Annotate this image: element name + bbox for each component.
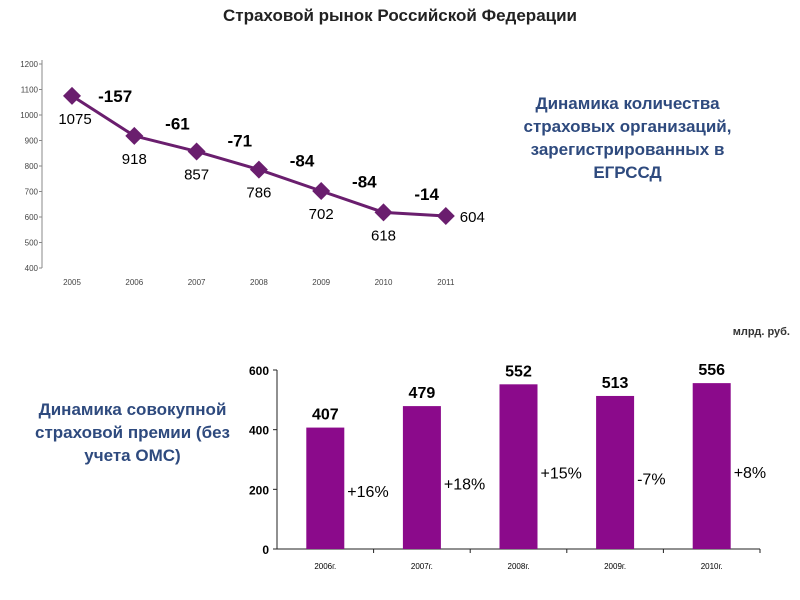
line-x-tick-label: 2007 [188, 278, 206, 287]
bar-y-tick-label: 200 [249, 483, 269, 497]
line-value-label: 1075 [58, 111, 91, 128]
bar-chart: 0 200 400 600 407 2006г. +16% 479 2007г. +18% 552 2… [249, 362, 766, 571]
bar-chart-unit: млрд. руб. [732, 326, 790, 338]
bar [692, 383, 731, 549]
bar-x-tick-label: 2006г. [314, 562, 336, 571]
bar [596, 395, 635, 549]
bar-chart-description: Динамика совокупной страховой премии (бе… [35, 400, 230, 465]
bar-x-tick-label: 2010г. [701, 562, 723, 571]
line-y-tick-label: 900 [25, 137, 39, 146]
line-y-tick-label: 1200 [20, 60, 38, 69]
bar-x-tick-label: 2009г. [604, 562, 626, 571]
line-x-tick-label: 2005 [63, 278, 81, 287]
bar-change-label: +16% [347, 484, 388, 501]
line-chart-description: Динамика количества страховых организаци… [523, 94, 732, 182]
bar-y-tick-label: 400 [249, 424, 269, 438]
bar-change-label: +18% [444, 477, 485, 494]
line-y-tick-label: 1000 [20, 111, 38, 120]
bar-change-label: +8% [734, 465, 766, 482]
line-change-label: -84 [290, 151, 315, 170]
line-point [374, 203, 393, 222]
bar-value-label: 479 [409, 385, 436, 402]
bar [306, 427, 345, 549]
line-change-label: -61 [165, 115, 190, 134]
bar-x-tick-label: 2007г. [411, 562, 433, 571]
line-x-tick-label: 2011 [437, 278, 455, 287]
line-value-label: 618 [371, 227, 396, 244]
line-value-label: 857 [184, 166, 209, 183]
bar-y-tick-label: 0 [262, 543, 269, 557]
bar-change-label: -7% [637, 471, 665, 488]
line-point [436, 206, 455, 225]
line-y-tick-label: 500 [25, 239, 39, 248]
line-point [125, 126, 144, 145]
line-change-label: -84 [352, 173, 377, 192]
line-point [63, 86, 81, 105]
line-y-tick-label: 600 [25, 213, 39, 222]
line-x-tick-label: 2008 [250, 278, 268, 287]
line-y-tick-label: 700 [25, 188, 39, 197]
line-x-tick-label: 2009 [312, 278, 330, 287]
line-y-tick-label: 400 [25, 264, 39, 273]
bar-x-tick-label: 2008г. [508, 562, 530, 571]
line-value-label: 702 [309, 206, 334, 223]
bar-value-label: 407 [312, 407, 339, 424]
line-change-label: -71 [227, 132, 252, 151]
line-point [312, 181, 331, 200]
bar [402, 406, 441, 549]
line-y-tick-label: 800 [25, 162, 39, 171]
bar-value-label: 513 [602, 375, 629, 392]
line-change-label: -157 [98, 87, 132, 106]
bar-value-label: 552 [505, 363, 532, 380]
line-value-label: 918 [122, 151, 147, 168]
line-point [249, 160, 268, 179]
line-y-tick-label: 1100 [21, 86, 39, 95]
line-x-tick-label: 2006 [125, 278, 143, 287]
line-value-label: 786 [246, 185, 271, 202]
page-title: Страховой рынок Российской Федерации [222, 6, 577, 25]
line-chart: 400 500 600 700 800 900 1000 1100 1200 2005 2006 20… [20, 60, 485, 287]
bar-change-label: +15% [541, 466, 582, 483]
bar [499, 384, 538, 549]
bar-value-label: 556 [698, 362, 725, 379]
line-change-label: -14 [414, 185, 439, 204]
bar-y-tick-label: 600 [249, 364, 269, 378]
line-value-label: 604 [460, 209, 485, 226]
line-point [187, 142, 206, 161]
line-x-tick-label: 2010 [375, 278, 393, 287]
